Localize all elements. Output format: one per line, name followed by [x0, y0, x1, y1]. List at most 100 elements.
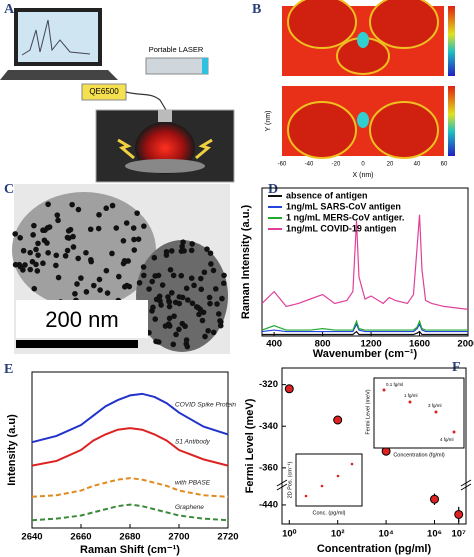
nanoparticle: [53, 262, 59, 269]
nanoparticle: [173, 331, 179, 338]
nanoparticle: [72, 290, 78, 297]
inset-point-label: 1 fg/ml: [404, 393, 418, 398]
laser-box: [145, 57, 209, 75]
data-line: [262, 330, 468, 336]
legend-label: absence of antigen: [286, 190, 368, 200]
spectrometer-label: QE6500: [89, 87, 119, 96]
series-label: Graphene: [175, 504, 204, 511]
substrate: [125, 159, 205, 173]
nanoparticle: [40, 227, 46, 234]
nanoparticle: [64, 234, 71, 241]
nanoparticle: [165, 294, 171, 300]
nanoparticle: [91, 282, 97, 289]
x-axis-label: X (nm): [353, 172, 374, 179]
nanoparticle: [130, 225, 137, 231]
data-point: [430, 494, 440, 504]
inset-x-label: Conc. (pg/ml): [312, 510, 345, 516]
inset-point: [336, 474, 340, 478]
nanoparticle: [34, 268, 41, 274]
data-line: [31, 427, 229, 467]
nanoparticle: [140, 272, 147, 279]
nanoparticle: [178, 272, 185, 279]
nanoparticle: [212, 286, 219, 292]
nanoparticle: [188, 275, 195, 281]
nanoparticle: [121, 258, 128, 264]
nanoparticle: [199, 317, 206, 324]
nanoparticle: [166, 299, 173, 305]
nanoparticle: [103, 267, 110, 274]
nanoparticle: [183, 285, 190, 292]
nanoparticle: [53, 252, 60, 259]
nanoparticle: [205, 327, 211, 334]
y-axis-label: Raman Intensity (a.u.): [240, 205, 252, 320]
x-tick-label: 1200: [360, 339, 381, 350]
nanoparticle: [214, 301, 220, 307]
nanoparticle: [109, 202, 116, 209]
nanoparticle: [206, 294, 213, 301]
x-axis-label: Concentration (pg/ml): [317, 543, 432, 555]
nanoparticle: [113, 225, 120, 231]
nanoparticle: [54, 212, 61, 218]
panel-f-insets: Fermi Level (meV) Concentration (fg/ml) …: [287, 377, 465, 516]
nanoparticle: [31, 222, 37, 229]
y-axis-label: Fermi Level (meV): [244, 398, 256, 493]
nanoparticle: [149, 278, 155, 285]
x-tick-label: 20: [387, 162, 394, 168]
x-tick-label: 40: [414, 162, 421, 168]
x-axis-label: Raman Shift (cm⁻¹): [80, 544, 180, 556]
scale-box: [16, 300, 148, 338]
legend-label: 1 ng/mL MERS-CoV antiger.: [286, 212, 404, 222]
nanoparticle: [193, 304, 200, 310]
data-point: [284, 384, 294, 394]
nanoparticle: [69, 201, 75, 208]
x-tick-label: -60: [278, 162, 287, 168]
data-line: [261, 322, 468, 333]
inset-point: [350, 462, 354, 466]
nanoparticle: [208, 261, 214, 267]
nanoparticle: [210, 267, 217, 274]
nanoparticle: [17, 263, 24, 270]
laser-tip: [202, 58, 208, 74]
nanoparticle: [170, 272, 177, 279]
nanoparticle: [97, 287, 103, 293]
data-line: [261, 214, 469, 310]
nanoparticles: [12, 201, 227, 350]
nanoparticle: [45, 249, 51, 256]
x-axis-label: Wavenumber (cm⁻¹): [313, 348, 418, 360]
nanoparticle: [136, 279, 143, 286]
inset-point: [304, 494, 308, 498]
nanoparticle: [33, 246, 39, 253]
nanoparticle: [75, 206, 82, 213]
laptop-base: [0, 70, 118, 80]
data-point: [454, 509, 464, 519]
x-ticks: -60 -40 -20 0 20 40 60: [278, 162, 448, 168]
panel-label: B: [252, 2, 261, 17]
nanoparticle: [141, 223, 147, 229]
nanoparticle: [31, 285, 38, 292]
inset-point-label: 3 fg/ml: [428, 403, 442, 408]
nanoparticle: [70, 244, 77, 250]
nanoparticle: [17, 234, 23, 241]
x-tick-label: 10⁶: [427, 529, 442, 540]
nanoparticle: [45, 201, 51, 208]
colorbar: [448, 86, 455, 156]
nanoparticle: [171, 313, 177, 319]
particle: [369, 101, 439, 159]
colorbar: [448, 6, 455, 76]
nanoparticle: [87, 226, 94, 233]
nanoparticle: [46, 224, 53, 230]
nanoparticle: [153, 338, 159, 345]
nanoparticle: [134, 210, 140, 216]
nanoparticle: [65, 228, 72, 234]
panel-label: A: [4, 2, 15, 17]
series-label: S1 Antibody: [175, 439, 211, 446]
plot-frame: [261, 187, 469, 337]
nanoparticle: [179, 320, 186, 327]
hotspot: [357, 112, 369, 128]
nanoparticle: [167, 267, 174, 273]
inset-y-label: 2D Pos. (cm⁻¹): [287, 461, 293, 498]
x-tick-label: 400: [266, 339, 282, 350]
nanoparticle: [104, 290, 111, 296]
hotspot: [357, 32, 369, 48]
